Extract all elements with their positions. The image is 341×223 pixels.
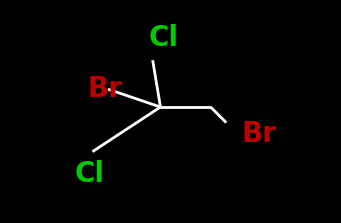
Text: Br: Br [88,75,123,103]
Text: Br: Br [242,120,277,148]
Text: Cl: Cl [148,24,178,52]
Text: Cl: Cl [75,160,105,188]
